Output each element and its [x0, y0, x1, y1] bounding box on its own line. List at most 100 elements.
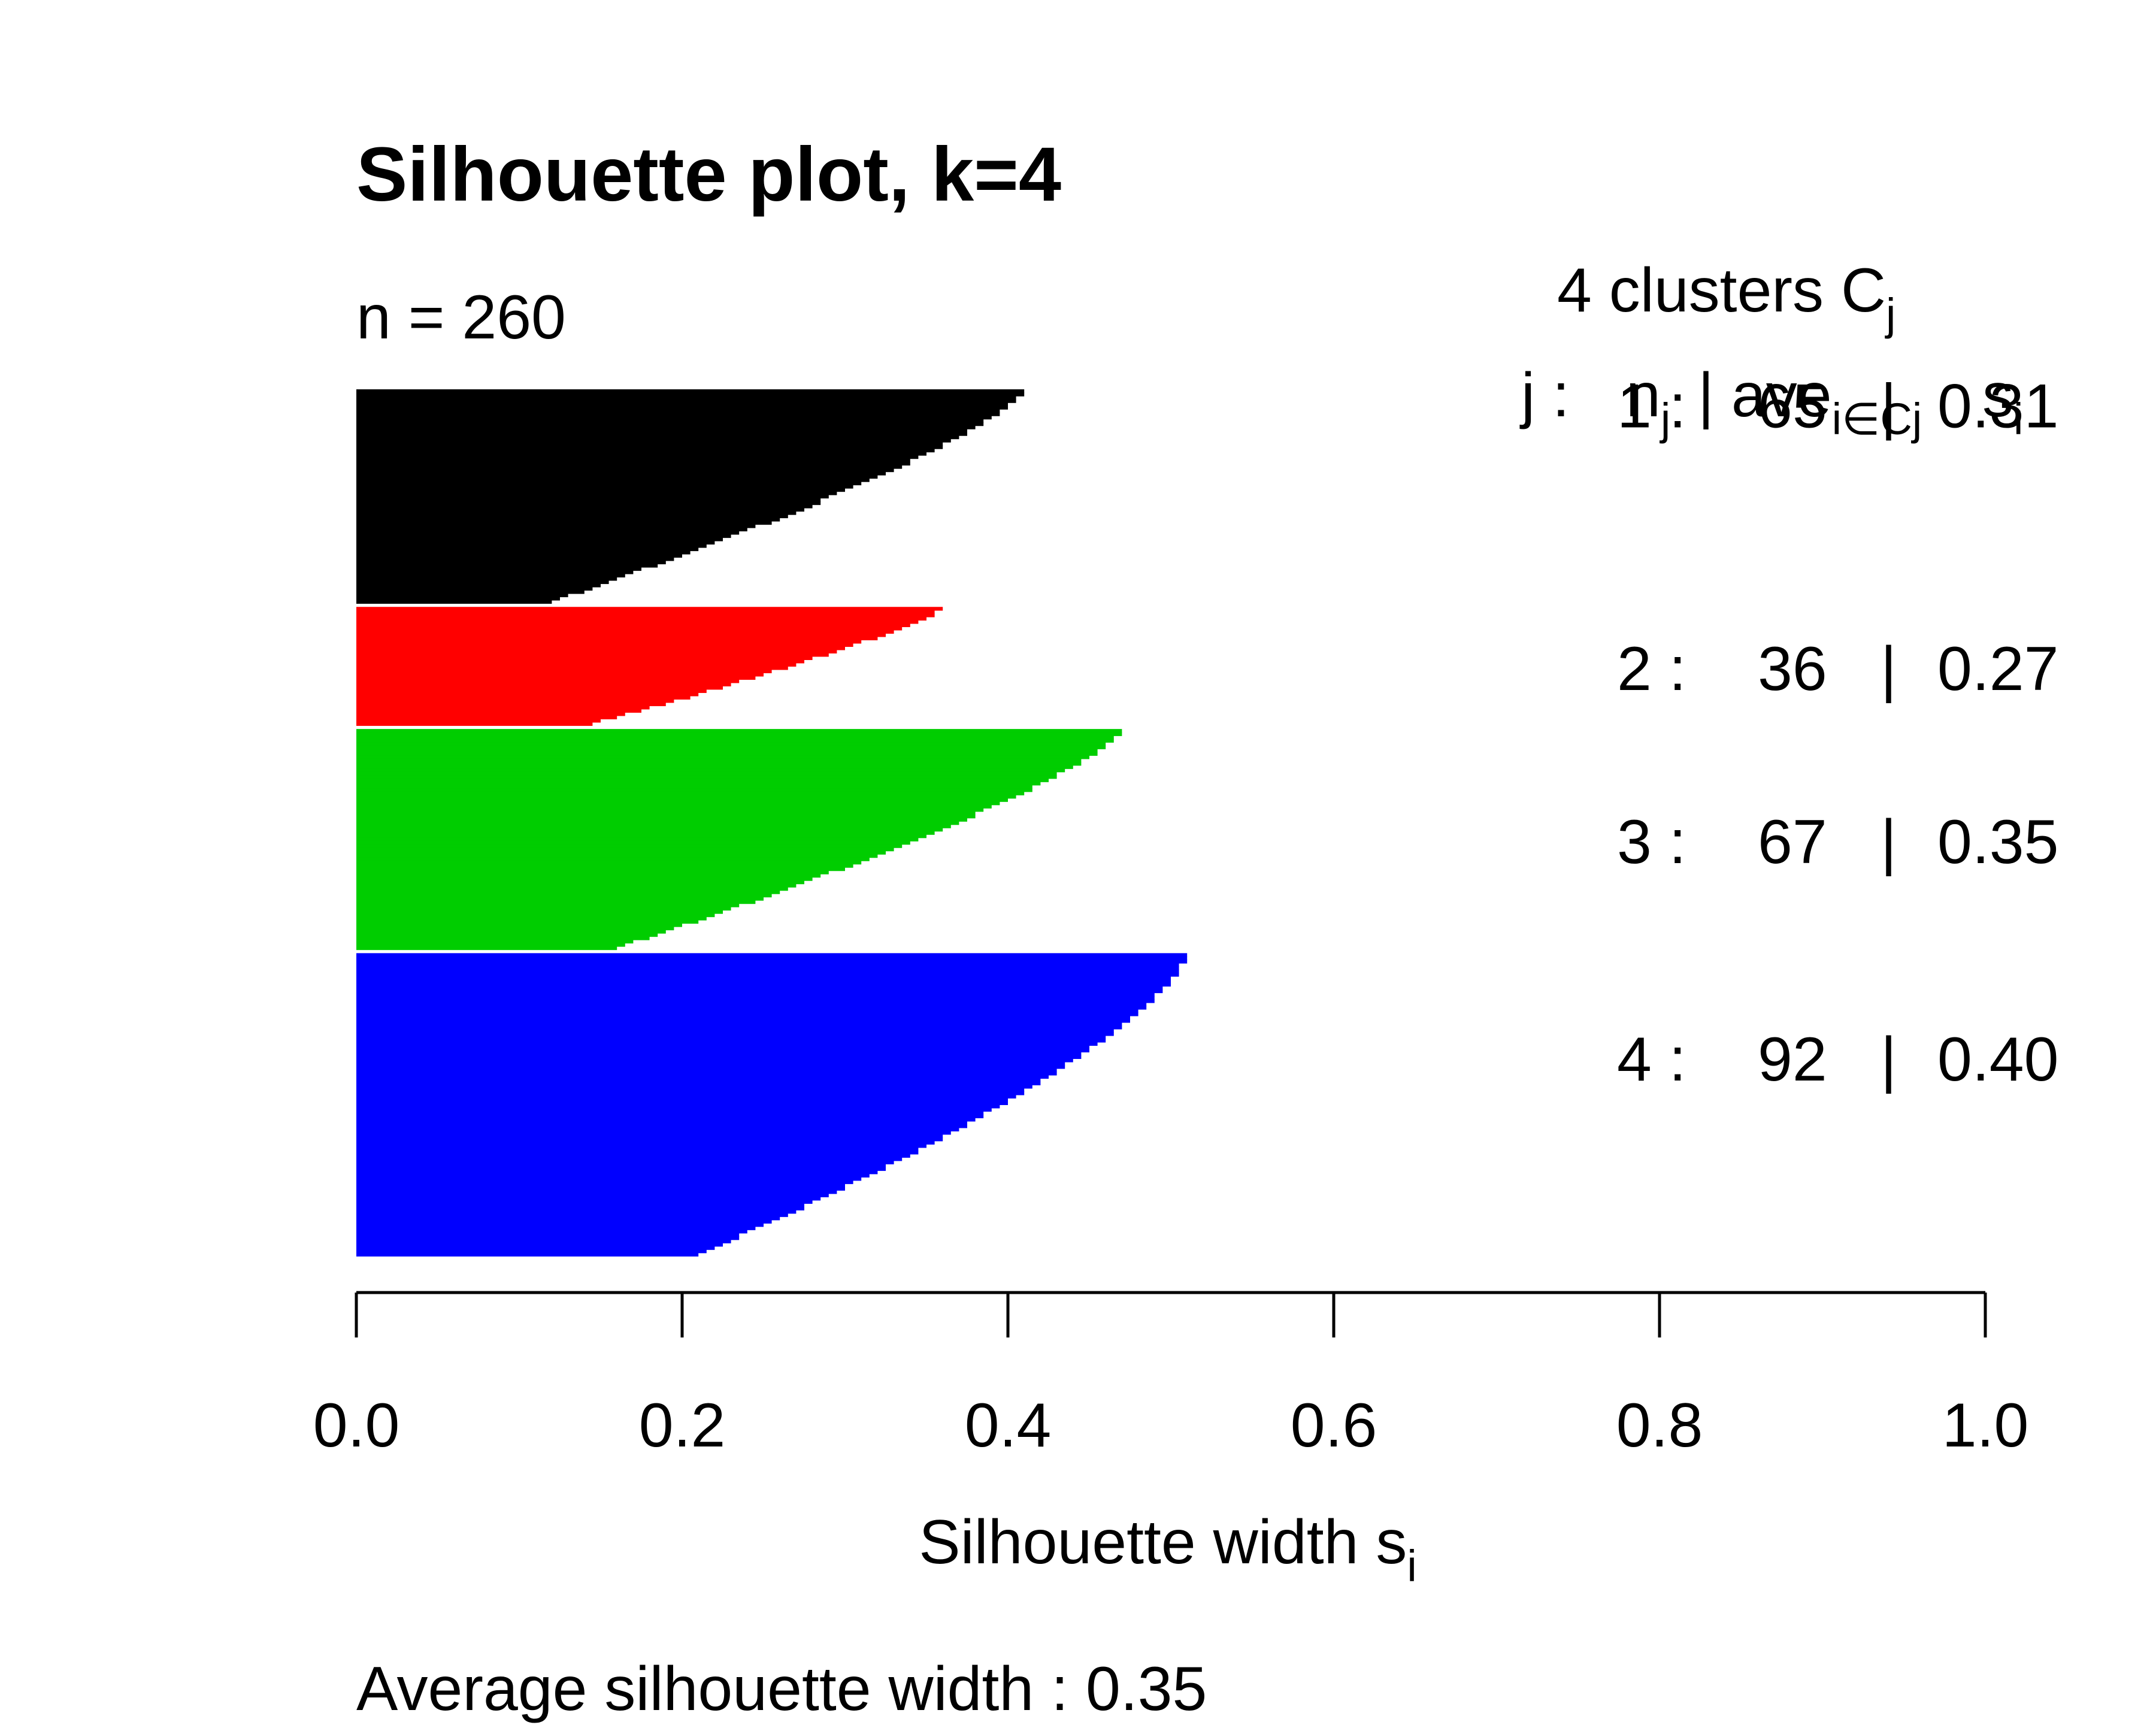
- silhouette-bar: [356, 1124, 967, 1128]
- silhouette-bar: [356, 1075, 1049, 1079]
- silhouette-bar: [356, 676, 756, 680]
- silhouette-bar: [356, 537, 723, 541]
- x-axis-label-text: Silhouette width s: [919, 1508, 1407, 1577]
- silhouette-bar: [356, 689, 707, 693]
- cluster-legend-rows: 1 : 65 | 0.31 2 : 36 | 0.27 3 : 67 | 0.35 4 : 92 | 0.40: [1617, 372, 2058, 1095]
- silhouette-bar: [356, 1173, 870, 1178]
- silhouette-bar: [356, 425, 976, 429]
- cluster-size: 65: [1758, 372, 1827, 441]
- silhouette-bar: [356, 923, 682, 927]
- silhouette-bar: [356, 755, 1089, 759]
- silhouette-bar: [356, 520, 772, 525]
- silhouette-bar: [356, 712, 625, 716]
- silhouette-bar: [356, 1068, 1057, 1073]
- silhouette-bar: [356, 765, 1073, 769]
- x-tick-label: 0.8: [1616, 1391, 1703, 1460]
- silhouette-bar: [356, 560, 666, 565]
- silhouette-bar: [356, 1048, 1089, 1053]
- silhouette-bar: [356, 1039, 1106, 1043]
- silhouette-bar: [356, 1081, 1041, 1085]
- silhouette-bar: [356, 768, 1065, 773]
- silhouette-bar: [356, 808, 984, 812]
- silhouette-bar: [356, 811, 976, 815]
- silhouette-bar: [356, 445, 943, 449]
- silhouette-bar: [356, 686, 723, 690]
- silhouette-bar: [356, 504, 813, 509]
- silhouette-bar: [356, 873, 821, 878]
- silhouette-bar: [356, 847, 894, 852]
- silhouette-bar: [356, 1170, 878, 1175]
- silhouette-bar: [356, 943, 625, 947]
- silhouette-bar: [356, 1252, 699, 1257]
- silhouette-bar: [356, 1147, 919, 1151]
- silhouette-bar: [356, 1015, 1130, 1020]
- silhouette-bar: [356, 893, 772, 898]
- silhouette-bar: [356, 903, 740, 907]
- cluster-1-legend: 1 : 65 | 0.31: [1617, 372, 2058, 441]
- silhouette-bar: [356, 669, 772, 673]
- silhouette-bar: [356, 706, 650, 710]
- cluster-separator: |: [1881, 807, 1897, 877]
- silhouette-bar: [356, 936, 650, 940]
- silhouette-bar: [356, 570, 634, 574]
- silhouette-bar: [356, 857, 870, 861]
- silhouette-bar: [356, 992, 1155, 997]
- silhouette-bar: [356, 1131, 951, 1135]
- legend-header-n: n: [1626, 361, 1661, 430]
- silhouette-bar: [356, 547, 699, 552]
- silhouette-bar: [356, 1223, 764, 1227]
- silhouette-bar: [356, 1140, 935, 1145]
- silhouette-bar: [356, 1058, 1073, 1063]
- silhouette-bar: [356, 640, 862, 644]
- silhouette-bar: [356, 979, 1171, 983]
- silhouette-bar: [356, 976, 1171, 980]
- silhouette-bar: [356, 518, 780, 522]
- x-tick-label: 0.0: [313, 1391, 400, 1460]
- silhouette-bar: [356, 834, 926, 839]
- silhouette-bar: [356, 883, 797, 888]
- silhouette-bar: [356, 946, 617, 951]
- silhouette-bar: [356, 1246, 715, 1250]
- silhouette-bar: [356, 953, 1188, 957]
- silhouette-bar: [356, 900, 756, 904]
- silhouette-bar: [356, 844, 903, 848]
- silhouette-bar: [356, 801, 1000, 806]
- cluster-1-bars: [356, 389, 1025, 604]
- silhouette-bar: [356, 597, 560, 601]
- x-axis-label: Silhouette width si: [919, 1508, 1417, 1591]
- silhouette-bar: [356, 389, 1025, 394]
- silhouette-bar: [356, 722, 593, 726]
- silhouette-bar: [356, 531, 740, 535]
- silhouette-bar: [356, 481, 862, 486]
- silhouette-bar: [356, 649, 837, 653]
- silhouette-bar: [356, 818, 967, 822]
- cluster-separator: |: [1881, 1025, 1897, 1094]
- silhouette-bar: [356, 491, 837, 495]
- silhouette-bar: [356, 408, 1000, 413]
- silhouette-bar: [356, 607, 943, 611]
- cluster-id: 3 :: [1617, 807, 1686, 877]
- cluster-size: 92: [1758, 1025, 1827, 1094]
- silhouette-bar: [356, 471, 886, 476]
- silhouette-bar: [356, 399, 1016, 403]
- silhouette-bars: [356, 389, 1188, 1257]
- silhouette-bar: [356, 791, 1025, 795]
- silhouette-bar: [356, 798, 1008, 802]
- silhouette-bar: [356, 1042, 1098, 1046]
- silhouette-bar: [356, 1219, 772, 1224]
- silhouette-bar: [356, 1210, 797, 1214]
- silhouette-bar: [356, 501, 821, 506]
- cluster-id: 2 :: [1617, 634, 1686, 704]
- silhouette-bar: [356, 498, 821, 502]
- silhouette-bar: [356, 583, 601, 588]
- silhouette-bar: [356, 1206, 804, 1210]
- silhouette-bar: [356, 828, 943, 832]
- silhouette-bar: [356, 452, 926, 456]
- silhouette-bar: [356, 1065, 1065, 1069]
- silhouette-bar: [356, 1101, 1008, 1105]
- silhouette-bar: [356, 1236, 740, 1240]
- silhouette-bar: [356, 1085, 1032, 1089]
- silhouette-bar: [356, 553, 682, 558]
- cluster-separator: |: [1881, 372, 1897, 441]
- silhouette-bar: [356, 620, 919, 624]
